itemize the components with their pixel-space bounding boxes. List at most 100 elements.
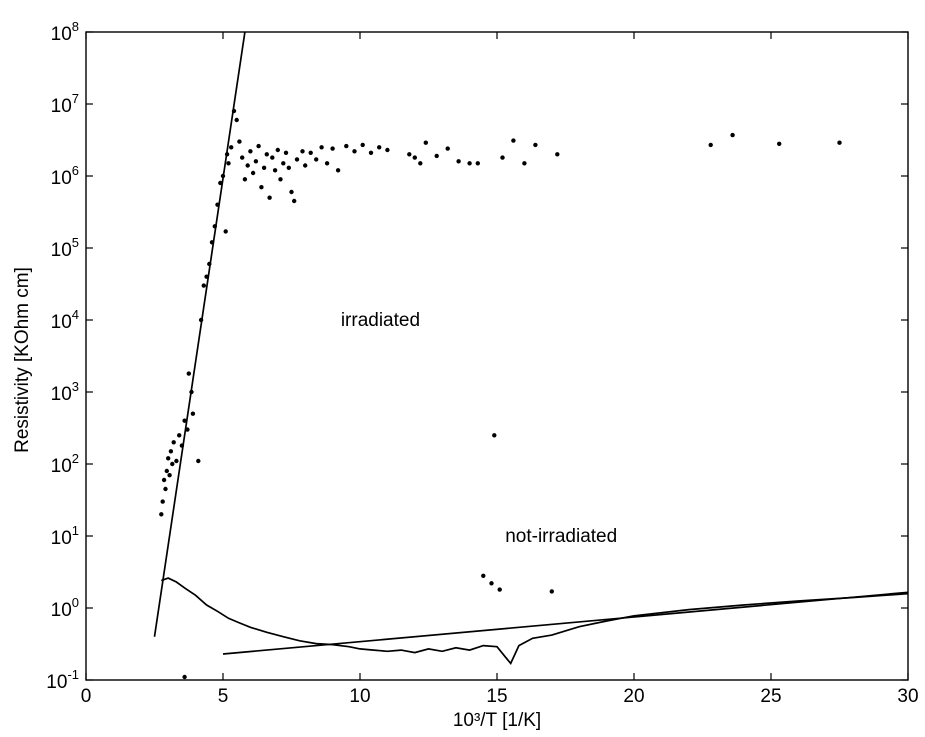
data-point [259,185,264,190]
data-point [319,145,324,150]
series-lines [153,31,909,665]
data-point [434,153,439,159]
data-point [272,168,278,173]
data-point [198,317,204,323]
y-tick-label: 100 [51,595,79,621]
data-point [196,458,201,464]
data-point [267,195,272,200]
data-point [281,161,286,166]
x-tick-label: 20 [623,686,644,707]
data-point [368,150,374,155]
x-tick-label: 15 [486,686,507,707]
data-point [278,177,283,182]
data-point [164,468,169,474]
x-tick-label: 30 [897,686,918,707]
data-point [248,149,253,154]
data-point [207,261,212,267]
data-point [300,149,305,154]
series-line-1 [153,31,246,637]
data-point [423,140,428,145]
data-point [160,499,165,504]
data-point [275,147,280,153]
data-point [237,139,242,144]
data-point [218,180,223,186]
annotation-label: not-irradiated [505,526,617,547]
data-point [186,371,191,376]
data-point [283,150,289,155]
data-point [253,159,259,164]
data-point [240,155,245,160]
series-line-3 [161,577,909,665]
y-tick-label: 103 [51,379,79,405]
data-point [270,155,275,160]
data-point [407,152,412,157]
data-point [229,145,234,150]
data-point [467,161,472,166]
y-tick-label: 105 [51,235,79,261]
data-point [314,157,319,162]
data-point [179,443,185,448]
data-point [204,274,209,279]
data-point [456,159,461,164]
y-tick-label: 104 [51,307,79,333]
y-tick-label: 102 [51,451,79,477]
plot-frame [85,31,909,681]
data-point [182,418,187,423]
x-tick-label: 0 [81,686,92,707]
data-point [481,573,486,578]
data-point [159,512,164,517]
data-point [549,589,554,594]
x-tick-labels: 0 5 10 15 20 25 30 [81,686,919,707]
data-point [161,477,167,483]
data-point [777,141,782,146]
data-point [170,461,175,467]
data-point [212,224,217,229]
annotation-label: irradiated [341,310,420,331]
data-point [189,389,194,395]
data-point [335,168,341,173]
data-point [324,161,330,166]
data-point [261,165,267,170]
data-point [837,140,842,145]
data-point [492,433,497,438]
data-point [223,229,228,234]
data-point [242,177,248,182]
data-point [522,161,527,166]
data-point [303,163,308,168]
data-point [190,411,196,416]
data-point [308,150,313,155]
data-point [231,108,237,114]
data-points [159,108,842,680]
y-tick-label: 106 [51,163,79,189]
data-point [489,581,494,586]
data-point [245,163,250,168]
data-point [256,143,261,149]
data-point [171,440,176,445]
data-point [292,198,297,204]
data-point [730,132,735,138]
data-point [177,433,182,438]
y-tick-label: 101 [51,523,79,549]
data-point [294,157,300,162]
data-point [344,143,349,149]
data-point [250,170,256,176]
data-point [209,240,215,245]
data-point [220,173,226,179]
y-tick-label: 10-1 [46,667,79,693]
data-point [234,117,239,123]
data-point [708,142,713,148]
data-point [166,456,171,461]
data-point [497,587,502,592]
data-point [201,283,206,288]
data-point [286,165,291,170]
series-line-2 [222,591,909,655]
data-point [182,674,187,680]
data-point [418,161,423,166]
data-point [264,152,269,157]
data-point [533,142,538,148]
data-point [185,427,190,432]
x-tick-label: 25 [760,686,781,707]
data-point [377,145,382,150]
x-tick-label: 5 [218,686,229,707]
